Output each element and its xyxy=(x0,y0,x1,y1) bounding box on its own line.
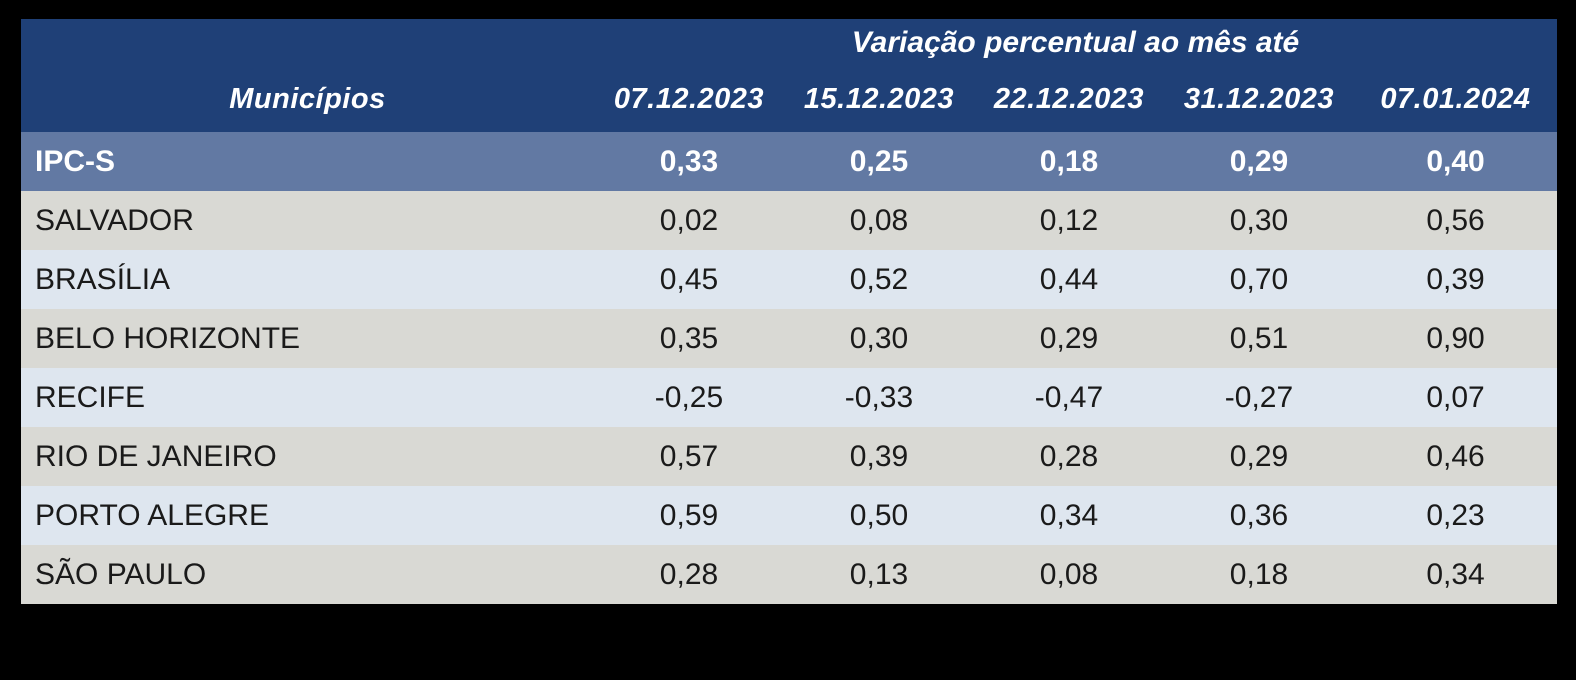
cell-value: 0,50 xyxy=(784,486,974,545)
cell-value: 0,44 xyxy=(974,250,1164,309)
cell-value: 0,70 xyxy=(1164,250,1354,309)
cell-value: 0,18 xyxy=(1164,545,1354,604)
cell-value: 0,39 xyxy=(784,427,974,486)
cell-value: 0,12 xyxy=(974,191,1164,250)
cell-value: -0,47 xyxy=(974,368,1164,427)
row-label: BRASÍLIA xyxy=(21,250,594,309)
cell-value: 0,29 xyxy=(1164,132,1354,191)
cell-value: 0,45 xyxy=(594,250,784,309)
cell-value: 0,34 xyxy=(974,486,1164,545)
table-row-belo-horizonte: BELO HORIZONTE 0,35 0,30 0,29 0,51 0,90 xyxy=(21,309,1558,368)
table-column-header-row: Municípios 07.12.2023 15.12.2023 22.12.2… xyxy=(21,66,1558,132)
header-corner-cell xyxy=(21,19,594,66)
table-row-rio-de-janeiro: RIO DE JANEIRO 0,57 0,39 0,28 0,29 0,46 xyxy=(21,427,1558,486)
table-row-sao-paulo: SÃO PAULO 0,28 0,13 0,08 0,18 0,34 xyxy=(21,545,1558,604)
cell-value: 0,59 xyxy=(594,486,784,545)
cell-value: 0,13 xyxy=(784,545,974,604)
row-label: SALVADOR xyxy=(21,191,594,250)
cell-value: 0,02 xyxy=(594,191,784,250)
date-column-header-5: 07.01.2024 xyxy=(1354,66,1558,132)
table-group-header-row: Variação percentual ao mês até xyxy=(21,19,1558,66)
cell-value: -0,33 xyxy=(784,368,974,427)
cell-value: 0,07 xyxy=(1354,368,1558,427)
cell-value: 0,51 xyxy=(1164,309,1354,368)
cell-value: 0,08 xyxy=(974,545,1164,604)
group-title: Variação percentual ao mês até xyxy=(594,19,1558,66)
cell-value: 0,29 xyxy=(1164,427,1354,486)
cell-value: -0,27 xyxy=(1164,368,1354,427)
date-column-header-4: 31.12.2023 xyxy=(1164,66,1354,132)
cell-value: 0,08 xyxy=(784,191,974,250)
cell-value: 0,35 xyxy=(594,309,784,368)
cell-value: 0,46 xyxy=(1354,427,1558,486)
cell-value: 0,39 xyxy=(1354,250,1558,309)
cell-value: 0,40 xyxy=(1354,132,1558,191)
table-row-brasilia: BRASÍLIA 0,45 0,52 0,44 0,70 0,39 xyxy=(21,250,1558,309)
cell-value: 0,23 xyxy=(1354,486,1558,545)
cell-value: 0,28 xyxy=(594,545,784,604)
row-label: IPC-S xyxy=(21,132,594,191)
ipc-s-table: Variação percentual ao mês até Município… xyxy=(21,19,1558,604)
cell-value: 0,28 xyxy=(974,427,1164,486)
cell-value: 0,52 xyxy=(784,250,974,309)
row-label: BELO HORIZONTE xyxy=(21,309,594,368)
table-row-porto-alegre: PORTO ALEGRE 0,59 0,50 0,34 0,36 0,23 xyxy=(21,486,1558,545)
cell-value: 0,34 xyxy=(1354,545,1558,604)
row-label: PORTO ALEGRE xyxy=(21,486,594,545)
municipios-column-header: Municípios xyxy=(21,66,594,132)
date-column-header-3: 22.12.2023 xyxy=(974,66,1164,132)
cell-value: 0,36 xyxy=(1164,486,1354,545)
table-row-recife: RECIFE -0,25 -0,33 -0,47 -0,27 0,07 xyxy=(21,368,1558,427)
cell-value: 0,30 xyxy=(1164,191,1354,250)
cell-value: 0,18 xyxy=(974,132,1164,191)
row-label: RECIFE xyxy=(21,368,594,427)
date-column-header-1: 07.12.2023 xyxy=(594,66,784,132)
table-row-salvador: SALVADOR 0,02 0,08 0,12 0,30 0,56 xyxy=(21,191,1558,250)
table-row-ipcs: IPC-S 0,33 0,25 0,18 0,29 0,40 xyxy=(21,132,1558,191)
cell-value: 0,56 xyxy=(1354,191,1558,250)
date-column-header-2: 15.12.2023 xyxy=(784,66,974,132)
cell-value: 0,90 xyxy=(1354,309,1558,368)
cell-value: 0,30 xyxy=(784,309,974,368)
row-label: RIO DE JANEIRO xyxy=(21,427,594,486)
cell-value: 0,29 xyxy=(974,309,1164,368)
cell-value: 0,25 xyxy=(784,132,974,191)
cell-value: 0,33 xyxy=(594,132,784,191)
cell-value: 0,57 xyxy=(594,427,784,486)
row-label: SÃO PAULO xyxy=(21,545,594,604)
cell-value: -0,25 xyxy=(594,368,784,427)
